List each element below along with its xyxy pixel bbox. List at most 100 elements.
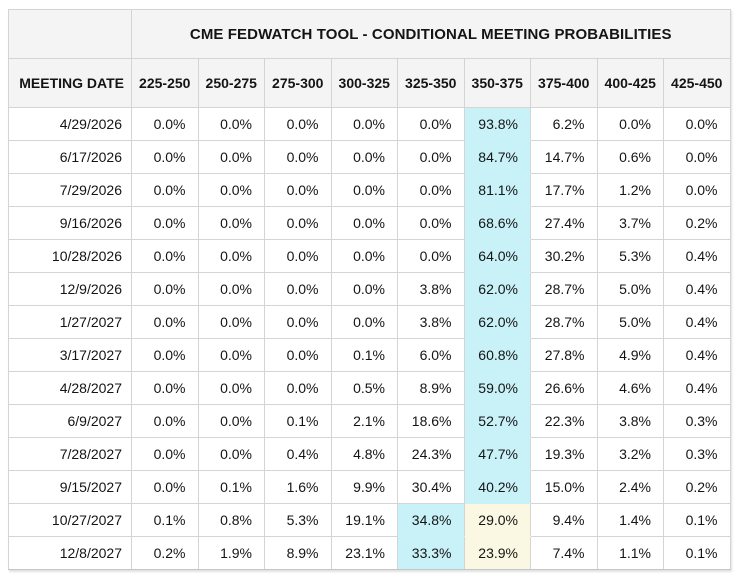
probability-cell: 0.1% [663,536,731,570]
probability-cell: 14.7% [530,140,598,174]
probability-cell: 0.3% [663,404,731,438]
probability-cell: 29.0% [463,503,531,537]
probability-cell: 84.7% [463,140,531,174]
probability-cell: 0.4% [663,371,731,405]
meeting-date-header: MEETING DATE [8,58,132,108]
probability-cell: 7.4% [530,536,598,570]
probability-cell: 0.0% [131,239,199,273]
probability-cell: 1.6% [264,470,332,504]
probability-cell: 0.0% [330,140,398,174]
probability-cell: 0.0% [197,206,265,240]
probability-cell: 19.1% [330,503,398,537]
rate-range-header: 300-325 [330,58,398,108]
probability-cell: 8.9% [397,371,465,405]
probability-cell: 81.1% [463,173,531,207]
probability-cell: 0.4% [663,272,731,306]
probability-cell: 27.4% [530,206,598,240]
probability-cell: 0.0% [131,140,199,174]
rate-range-header: 425-450 [663,58,731,108]
probability-cell: 0.5% [330,371,398,405]
probability-cell: 5.3% [264,503,332,537]
meeting-date-cell: 4/28/2027 [8,371,132,405]
rate-range-header: 375-400 [530,58,598,108]
rate-range-header: 350-375 [463,58,531,108]
meeting-date-cell: 10/27/2027 [8,503,132,537]
rate-range-header: 225-250 [131,58,199,108]
probability-cell: 0.0% [197,404,265,438]
table-row: 7/29/2026 0.0% 0.0% 0.0% 0.0% 0.0% 81.1%… [8,173,731,207]
meeting-date-cell: 4/29/2026 [8,107,132,141]
probability-cell: 34.8% [397,503,465,537]
probability-cell: 23.1% [330,536,398,570]
table-row: 7/28/2027 0.0% 0.0% 0.4% 4.8% 24.3% 47.7… [8,437,731,471]
probability-cell: 93.8% [463,107,531,141]
meeting-date-cell: 6/9/2027 [8,404,132,438]
probability-cell: 5.0% [596,305,664,339]
table-row: 10/27/2027 0.1% 0.8% 5.3% 19.1% 34.8% 29… [8,503,731,537]
probability-cell: 24.3% [397,437,465,471]
probability-cell: 0.0% [197,173,265,207]
probability-cell: 0.1% [197,470,265,504]
probability-cell: 0.0% [264,338,332,372]
probability-cell: 3.2% [596,437,664,471]
fedwatch-probabilities-table: CME FEDWATCH TOOL - CONDITIONAL MEETING … [8,9,731,570]
probability-cell: 6.0% [397,338,465,372]
probability-cell: 0.4% [264,437,332,471]
meeting-date-cell: 9/16/2026 [8,206,132,240]
probability-cell: 0.2% [131,536,199,570]
meeting-date-cell: 6/17/2026 [8,140,132,174]
probability-cell: 0.8% [197,503,265,537]
meeting-date-cell: 12/9/2026 [8,272,132,306]
probability-cell: 0.0% [397,173,465,207]
probability-cell: 0.4% [663,305,731,339]
probability-cell: 62.0% [463,305,531,339]
probability-cell: 28.7% [530,272,598,306]
probability-cell: 0.0% [397,239,465,273]
probability-cell: 4.8% [330,437,398,471]
rate-range-header: 250-275 [197,58,265,108]
probability-cell: 0.0% [264,371,332,405]
probability-cell: 23.9% [463,536,531,570]
probability-cell: 5.0% [596,272,664,306]
probability-cell: 0.0% [330,305,398,339]
probability-cell: 60.8% [463,338,531,372]
probability-cell: 0.0% [264,107,332,141]
probability-cell: 0.0% [131,371,199,405]
probability-cell: 0.4% [663,338,731,372]
table-row: 10/28/2026 0.0% 0.0% 0.0% 0.0% 0.0% 64.0… [8,239,731,273]
probability-cell: 0.0% [197,371,265,405]
probability-cell: 0.0% [197,338,265,372]
probability-cell: 30.2% [530,239,598,273]
probability-cell: 0.0% [663,140,731,174]
table-row: 6/17/2026 0.0% 0.0% 0.0% 0.0% 0.0% 84.7%… [8,140,731,174]
probability-cell: 0.0% [397,206,465,240]
table-row: 9/15/2027 0.0% 0.1% 1.6% 9.9% 30.4% 40.2… [8,470,731,504]
probability-cell: 0.1% [663,503,731,537]
probability-cell: 0.0% [131,338,199,372]
probability-cell: 0.0% [663,173,731,207]
probability-cell: 3.8% [397,305,465,339]
table-row: 4/28/2027 0.0% 0.0% 0.0% 0.5% 8.9% 59.0%… [8,371,731,405]
probability-cell: 9.4% [530,503,598,537]
probability-cell: 9.9% [330,470,398,504]
probability-cell: 0.0% [264,239,332,273]
probability-cell: 0.0% [264,173,332,207]
probability-cell: 1.2% [596,173,664,207]
corner-cell [8,9,132,59]
probability-cell: 0.0% [131,272,199,306]
table-row: 9/16/2026 0.0% 0.0% 0.0% 0.0% 0.0% 68.6%… [8,206,731,240]
probability-cell: 1.4% [596,503,664,537]
probability-cell: 26.6% [530,371,598,405]
probability-cell: 4.9% [596,338,664,372]
probability-cell: 0.3% [663,437,731,471]
probability-cell: 0.0% [330,239,398,273]
probability-cell: 0.0% [197,239,265,273]
probability-cell: 0.0% [330,272,398,306]
probability-cell: 0.1% [330,338,398,372]
probability-cell: 2.4% [596,470,664,504]
probability-cell: 0.0% [197,140,265,174]
probability-cell: 1.9% [197,536,265,570]
probability-cell: 22.3% [530,404,598,438]
meeting-date-cell: 12/8/2027 [8,536,132,570]
probability-cell: 19.3% [530,437,598,471]
